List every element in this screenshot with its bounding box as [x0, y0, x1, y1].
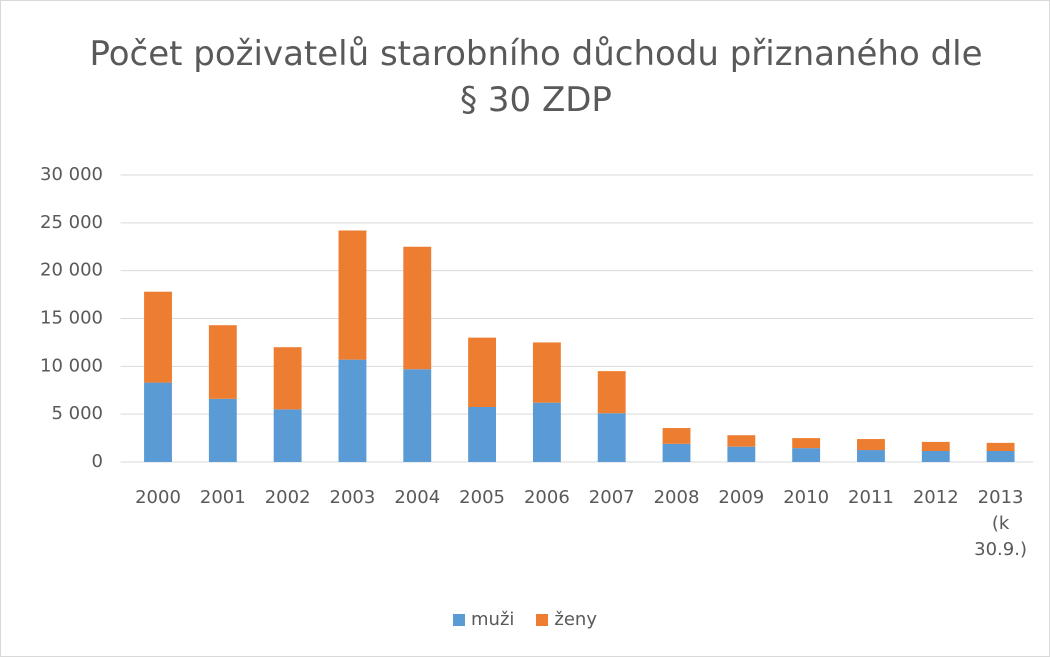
bar-segment	[727, 446, 756, 462]
bar-segment	[208, 398, 237, 462]
bar-segment	[597, 371, 626, 414]
y-tick-label: 30 000	[40, 164, 103, 185]
bar-segment	[532, 342, 561, 403]
bar-segment	[986, 442, 1015, 451]
x-tick-label: 2013 (k 30.9.)	[974, 487, 1027, 560]
y-tick-label: 20 000	[40, 260, 103, 281]
chart-title: Počet poživatelů starobního důchodu přiz…	[89, 34, 983, 120]
legend-label: muži	[471, 609, 515, 630]
bar-segment	[338, 230, 367, 360]
bar-segment	[468, 337, 497, 407]
y-tick-label: 0	[92, 451, 103, 472]
y-tick-label: 25 000	[40, 212, 103, 233]
bar-segment	[403, 369, 432, 462]
bar-segment	[208, 325, 237, 399]
y-tick-label: 5 000	[51, 403, 103, 424]
legend-swatch	[536, 613, 549, 626]
bar-segment	[273, 347, 302, 410]
x-tick-label: 2008	[653, 487, 700, 508]
x-tick-label: 2002	[264, 487, 311, 508]
x-tick-label: 2006	[523, 487, 570, 508]
y-tick-label: 10 000	[40, 355, 103, 376]
legend-label: ženy	[554, 609, 597, 630]
x-tick-label: 2010	[783, 487, 830, 508]
legend-item: muži	[453, 609, 514, 630]
x-tick-label: 2003	[329, 487, 376, 508]
x-tick-label: 2009	[718, 487, 765, 508]
legend-swatch	[453, 613, 465, 626]
bar-segment	[662, 428, 691, 444]
bar-segment	[792, 448, 821, 462]
bar-segment	[273, 409, 302, 462]
bar-segment	[986, 450, 1015, 462]
x-tick-label: 2001	[199, 487, 246, 508]
x-tick-label: 2000	[135, 487, 181, 508]
bar-segment	[792, 438, 821, 449]
x-tick-label: 2007	[588, 487, 635, 508]
bar-segment	[921, 441, 950, 451]
x-tick-label: 2004	[394, 487, 441, 508]
bar-segment	[338, 359, 367, 462]
bar-segment	[144, 291, 172, 383]
x-tick-label: 2012	[912, 487, 959, 508]
x-tick-label: 2005	[459, 487, 505, 508]
bar-segment	[532, 402, 561, 462]
bar-segment	[662, 443, 691, 462]
bar-segment	[727, 435, 756, 447]
y-tick-label: 15 000	[40, 308, 103, 329]
bar-segment	[857, 439, 885, 451]
bar-segment	[597, 413, 626, 462]
bar-segment	[468, 406, 497, 462]
bar-segment	[144, 382, 172, 462]
bar-segment	[857, 450, 885, 462]
legend: muži ženy	[1, 609, 1049, 630]
bar-segment	[921, 450, 950, 462]
bar-segment	[403, 246, 432, 370]
legend-item: ženy	[536, 609, 597, 630]
x-tick-label: 2011	[848, 487, 894, 508]
